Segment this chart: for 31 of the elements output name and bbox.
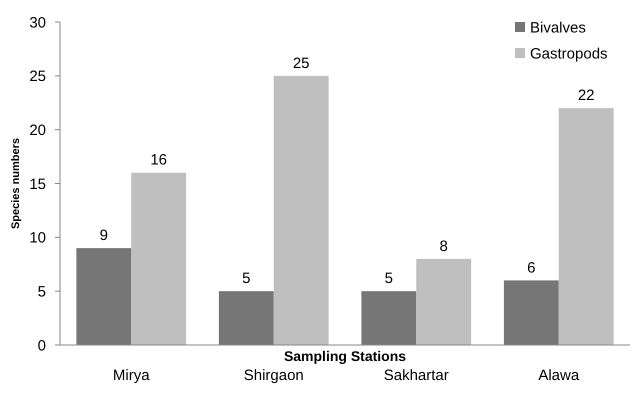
y-tick-label: 25 (29, 68, 46, 86)
y-tick-label: 20 (29, 122, 46, 139)
y-tick-label: 30 (29, 14, 46, 32)
y-axis-title: Species numbers (10, 138, 22, 230)
data-label: 5 (384, 270, 393, 288)
y-tick-label: 10 (29, 230, 46, 247)
x-tick-label: Alawa (538, 367, 580, 384)
x-tick-label: Mirya (112, 367, 150, 384)
data-label: 6 (527, 259, 536, 276)
bar (361, 291, 416, 345)
legend-label: Gastropods (530, 45, 608, 62)
x-tick-label: Sakhartar (384, 367, 449, 384)
bar (558, 108, 614, 345)
data-label: 5 (242, 270, 250, 288)
x-axis-title: Sampling Stations (284, 348, 406, 364)
legend-label: Bivalves (530, 19, 586, 36)
x-tick-label: Shirgaon (244, 367, 304, 384)
data-label: 25 (292, 54, 310, 72)
bar (76, 248, 132, 345)
y-tick-label: 0 (38, 337, 46, 354)
data-label: 16 (150, 152, 168, 169)
data-label: 22 (578, 87, 595, 104)
data-label: 9 (100, 227, 108, 244)
bar (416, 258, 472, 345)
y-tick-label: 5 (38, 283, 46, 300)
bar (218, 291, 274, 345)
bar (274, 76, 329, 345)
bar (131, 172, 186, 345)
data-label: 8 (440, 238, 448, 255)
y-tick-label: 15 (29, 176, 46, 193)
bar (504, 280, 559, 345)
